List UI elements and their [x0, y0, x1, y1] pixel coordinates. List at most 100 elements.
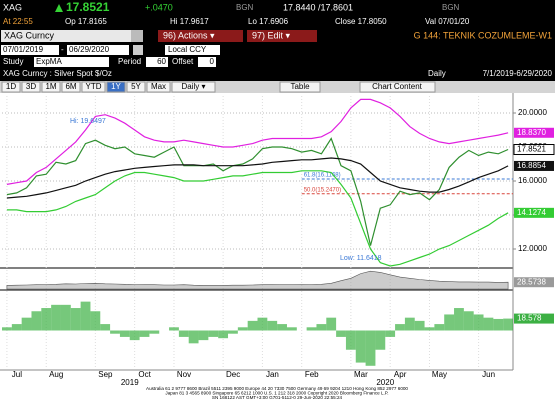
range-button[interactable]	[171, 81, 216, 93]
oscillator-bar	[139, 330, 150, 337]
series-line	[6, 137, 509, 246]
oscillator-bar	[90, 311, 101, 331]
range-button-label: Max	[151, 82, 166, 91]
period-label: Period	[118, 57, 141, 66]
actions-button[interactable]	[158, 30, 243, 42]
oscillator-bar	[277, 324, 287, 331]
range-button[interactable]	[126, 81, 146, 93]
oscillator-bar	[424, 327, 435, 331]
oscillator-bar	[21, 317, 32, 331]
oscillator-bar	[169, 327, 179, 331]
val: Val 07/01/20	[425, 17, 470, 26]
date-sep: -	[61, 45, 64, 54]
oscillator-bar	[463, 311, 474, 331]
page-title: G 144: TEKNIK COZUMLEME-W1	[414, 30, 552, 40]
offset-input[interactable]	[198, 57, 216, 67]
period: 60	[157, 57, 166, 66]
oscillator-bar	[129, 330, 140, 341]
range-button[interactable]	[81, 81, 106, 93]
open: Op 17.8165	[65, 17, 107, 26]
oscillator-bar	[41, 308, 52, 331]
volatility-area	[6, 270, 509, 290]
last-price: 17.8521	[66, 0, 110, 14]
range-button-label: Daily ▾	[181, 82, 205, 91]
edit-button[interactable]	[247, 30, 317, 42]
security-input[interactable]	[1, 30, 131, 42]
range-button[interactable]	[41, 81, 61, 93]
oscillator-bar	[237, 327, 248, 331]
quote: 17.8440 /17.8601	[283, 2, 353, 12]
period-input[interactable]	[146, 57, 168, 67]
oscillator-bar	[208, 330, 219, 337]
x-tick-label: Mar	[354, 370, 368, 379]
last-value-label: 17.8521	[517, 145, 546, 154]
oscillator-bar	[2, 327, 12, 331]
y-tick-label: 16.0000	[518, 176, 547, 185]
range-button-label: 1D	[6, 82, 16, 91]
oscillator-bar	[473, 314, 484, 331]
oscillator-bar	[149, 330, 160, 334]
range-button[interactable]	[1, 81, 21, 93]
x-tick-label: May	[432, 370, 447, 379]
table-button[interactable]	[279, 81, 321, 93]
x-group-label: 2019	[121, 378, 139, 387]
offset: 0	[210, 57, 215, 66]
fib-label: 50.0(15.2470)	[304, 187, 341, 193]
oscillator-bar	[257, 317, 268, 331]
end-input[interactable]	[67, 45, 129, 55]
oscillator-bar	[247, 320, 258, 331]
range-button[interactable]	[21, 81, 41, 93]
oscillator-bar	[119, 330, 130, 337]
oscillator-bar	[228, 330, 238, 334]
last-value-box	[514, 127, 554, 138]
x-tick-label: Dec	[226, 370, 240, 379]
x-tick-label: Aug	[49, 370, 63, 379]
oscillator-bar	[444, 314, 455, 331]
oscillator-bar	[326, 317, 337, 331]
y-tick-label: 12.0000	[518, 244, 547, 253]
range-button[interactable]	[61, 81, 81, 93]
study-label: Study	[3, 57, 23, 66]
last-value-label: 16.8854	[517, 161, 546, 170]
x-tick-label: Jan	[266, 370, 279, 379]
bid-source: BGN	[236, 3, 254, 12]
oscillator-bar	[267, 320, 278, 331]
table: Table	[290, 82, 310, 91]
range-button-label: 3D	[26, 82, 36, 91]
oscillator-bar	[365, 330, 376, 366]
chart-title: XAG Curncy : Silver Spot $/Oz	[3, 69, 112, 78]
ccy: Local CCY	[168, 45, 207, 54]
annotation: Low: 11.6418	[340, 255, 382, 262]
start-date: 07/01/2019	[3, 45, 44, 54]
oscillator-bar	[336, 330, 346, 337]
last-value-box	[514, 277, 554, 288]
range-button-label: 6M	[65, 82, 76, 91]
oscillator-bar	[188, 330, 199, 344]
oscillator-bar	[80, 301, 91, 331]
range-button[interactable]	[106, 81, 126, 93]
study-input[interactable]	[34, 57, 109, 67]
range-button-label: 5Y	[131, 82, 141, 91]
series-line	[6, 157, 509, 199]
ticker: XAG	[3, 2, 22, 12]
dropdown[interactable]	[131, 30, 143, 42]
oscillator-bar	[198, 330, 209, 341]
ccy-input[interactable]	[165, 45, 220, 55]
range-button[interactable]	[146, 81, 171, 93]
last-value-label: 18.8370	[517, 128, 546, 137]
x-tick-label: Feb	[305, 370, 319, 379]
oscillator-bar	[345, 330, 356, 350]
calendar-icon[interactable]	[133, 45, 143, 55]
oscillator-bar	[404, 317, 415, 331]
x-tick-label: Sep	[98, 370, 113, 379]
chart-content-button[interactable]	[359, 81, 436, 93]
start-input[interactable]	[1, 45, 59, 55]
oscillator-bar	[60, 304, 71, 331]
oscillator-bar	[395, 324, 405, 331]
fib-label: 61.8(16.1168)	[304, 173, 341, 179]
series-line	[6, 98, 509, 185]
oscillator-bar	[385, 330, 396, 337]
ask-source: BGN	[442, 3, 460, 12]
range-button-label: 1M	[45, 82, 56, 91]
